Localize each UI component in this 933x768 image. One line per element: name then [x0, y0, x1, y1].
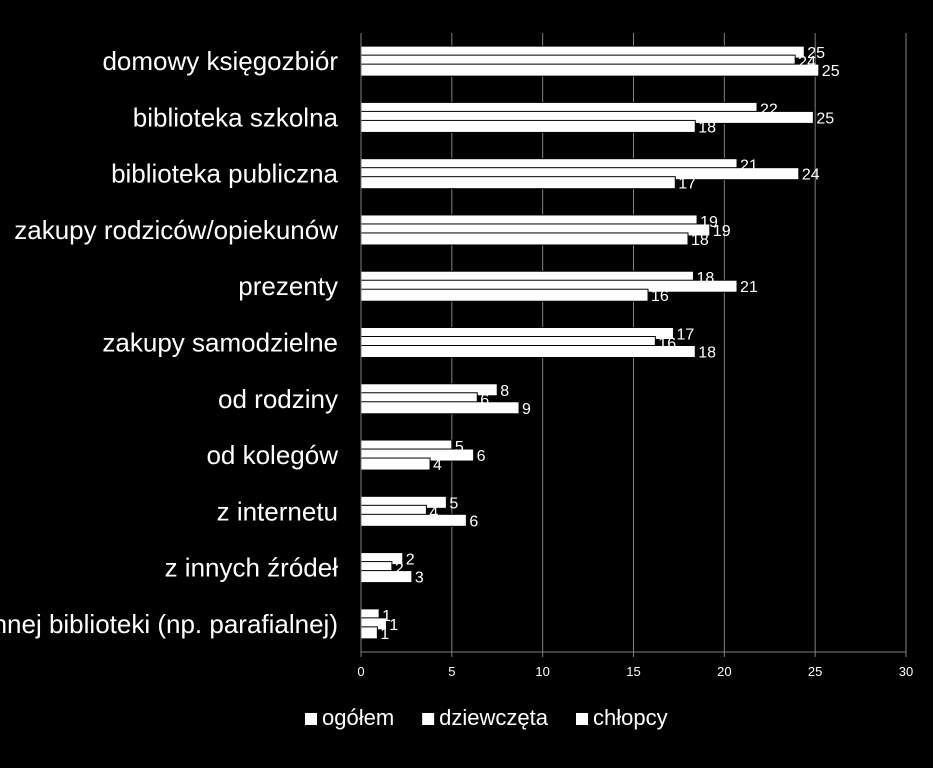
category-label: z innej biblioteki (np. parafialnej) — [0, 609, 338, 639]
data-label: 24 — [798, 54, 816, 71]
legend-swatch — [422, 713, 435, 725]
bar-chłopcy — [360, 570, 413, 584]
data-label: 25 — [816, 110, 834, 127]
x-tick-label: 0 — [357, 664, 364, 679]
data-label: 16 — [651, 288, 669, 305]
category-label: od kolegów — [206, 440, 338, 470]
x-tick-label: 20 — [717, 664, 731, 679]
data-label: 25 — [807, 45, 825, 62]
data-label: 1 — [382, 608, 391, 625]
data-label: 19 — [700, 214, 718, 231]
bar-chłopcy — [360, 626, 378, 640]
data-label: 22 — [760, 101, 778, 118]
data-label: 21 — [740, 158, 758, 175]
legend-swatch — [305, 713, 317, 725]
data-label: 21 — [740, 279, 758, 296]
category-label: prezenty — [238, 271, 338, 301]
data-label: 3 — [415, 570, 424, 587]
bar-chłopcy — [360, 176, 676, 190]
data-label: 16 — [658, 336, 676, 353]
category-label: zakupy rodziców/opiekunów — [14, 215, 338, 245]
legend: ogółem dziewczęta chłopcy — [305, 705, 668, 730]
category-label: domowy księgozbiór — [102, 46, 338, 76]
x-tick-label: 5 — [448, 664, 455, 679]
x-tick-label: 10 — [535, 664, 549, 679]
data-label: 24 — [802, 167, 820, 184]
data-label: 17 — [676, 327, 694, 344]
legend-label: chłopcy — [593, 705, 668, 730]
bar-chłopcy — [360, 119, 696, 133]
data-label: 18 — [698, 345, 716, 362]
data-label: 5 — [455, 439, 464, 456]
data-label: 19 — [713, 223, 731, 240]
category-labels: domowy księgozbiór biblioteka szkolna bibl… — [0, 46, 339, 639]
x-tick-label: 15 — [626, 664, 640, 679]
data-label: 4 — [433, 457, 442, 474]
data-label: 8 — [500, 383, 509, 400]
category-label: zakupy samodzielne — [102, 328, 338, 358]
data-label: 18 — [698, 119, 716, 136]
bar-chłopcy — [360, 457, 431, 471]
category-label: z internetu — [217, 496, 338, 526]
legend-label: ogółem — [322, 705, 394, 730]
data-label: 6 — [480, 392, 489, 409]
x-tick-label: 25 — [808, 664, 822, 679]
data-label: 18 — [696, 270, 714, 287]
bars — [360, 45, 820, 640]
data-label: 2 — [395, 561, 404, 578]
legend-swatch — [576, 713, 588, 725]
data-label: 6 — [477, 448, 486, 465]
bar-chłopcy — [360, 288, 649, 302]
data-label: 9 — [522, 401, 531, 418]
x-tick-label: 30 — [899, 664, 913, 679]
bar-chłopcy — [360, 232, 689, 246]
data-label: 1 — [389, 617, 398, 634]
category-label: biblioteka publiczna — [111, 159, 338, 189]
data-label: 25 — [822, 63, 840, 80]
data-label: 5 — [449, 495, 458, 512]
bar-chłopcy — [360, 401, 520, 415]
data-label: 4 — [429, 504, 438, 521]
bar-chłopcy — [360, 63, 820, 77]
data-label: 2 — [406, 552, 415, 569]
data-label: 6 — [469, 513, 478, 530]
value-labels: 2524252225182124171919181821161716188695… — [380, 45, 839, 643]
category-label: od rodziny — [218, 384, 338, 414]
bar-chłopcy — [360, 345, 696, 358]
axis: 0 5 10 15 20 25 30 — [357, 33, 913, 679]
legend-label: dziewczęta — [439, 705, 549, 730]
data-label: 1 — [380, 626, 389, 643]
category-label: z innych źródeł — [165, 553, 339, 583]
category-label: biblioteka szkolna — [133, 102, 339, 132]
data-label: 18 — [691, 232, 709, 249]
bar-chłopcy — [360, 513, 467, 527]
data-label: 17 — [678, 176, 696, 193]
